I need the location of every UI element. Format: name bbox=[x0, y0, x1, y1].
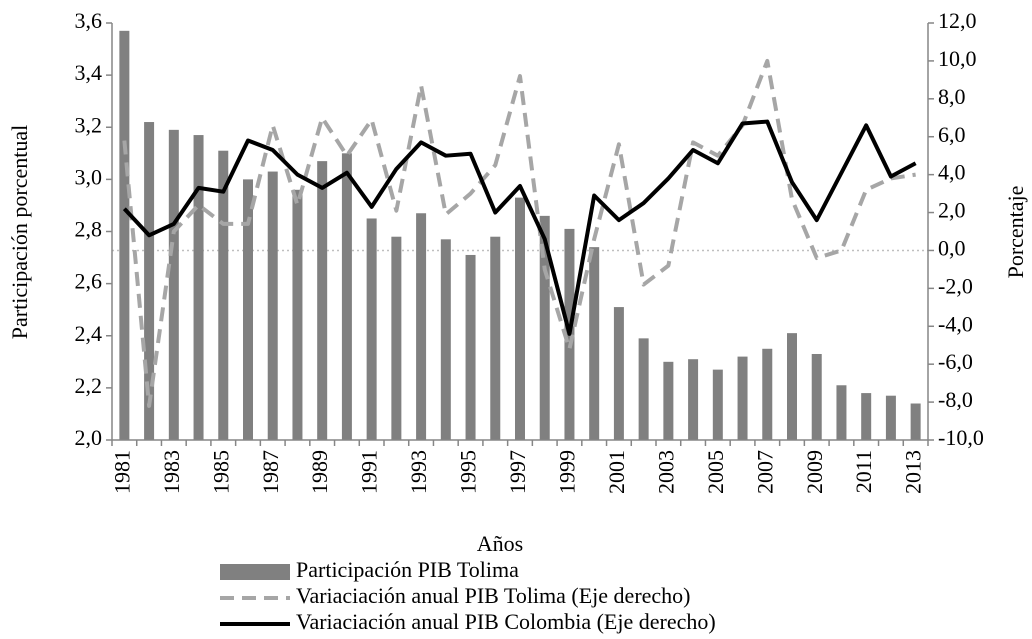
bar bbox=[787, 333, 797, 440]
bar bbox=[762, 348, 773, 440]
x-axis-label: Años bbox=[477, 531, 523, 556]
bar bbox=[391, 236, 402, 440]
y-tick-label: 2,4 bbox=[75, 321, 103, 346]
y2-tick-label: 10,0 bbox=[938, 46, 977, 71]
y2-tick-label: 12,0 bbox=[938, 8, 977, 33]
y2-tick-label: -2,0 bbox=[938, 273, 973, 298]
bar bbox=[366, 218, 377, 440]
x-tick-label: 2001 bbox=[604, 450, 629, 494]
y2-tick-label: -4,0 bbox=[938, 311, 973, 336]
bar bbox=[589, 247, 600, 440]
bar bbox=[416, 213, 427, 440]
y2-tick-label: -6,0 bbox=[938, 349, 973, 374]
legend-label: Variaciación anual PIB Tolima (Eje derec… bbox=[296, 583, 691, 608]
y-tick-label: 2,2 bbox=[75, 373, 103, 398]
x-tick-label: 1991 bbox=[357, 450, 382, 494]
bar bbox=[638, 338, 649, 440]
legend-swatch bbox=[220, 564, 290, 580]
y-tick-label: 3,6 bbox=[75, 8, 103, 33]
x-tick-label: 1983 bbox=[159, 450, 184, 494]
bar bbox=[811, 353, 822, 440]
bar bbox=[737, 356, 748, 440]
bar bbox=[836, 385, 847, 440]
bar bbox=[613, 307, 624, 440]
bar bbox=[218, 150, 229, 441]
bar bbox=[292, 189, 303, 440]
y2-tick-label: 4,0 bbox=[938, 160, 966, 185]
bar bbox=[440, 239, 451, 440]
line-series bbox=[122, 119, 917, 336]
x-tick-label: 2009 bbox=[802, 450, 827, 494]
legend-label: Variaciación anual PIB Colombia (Eje der… bbox=[296, 609, 716, 634]
x-tick-label: 1997 bbox=[505, 450, 530, 494]
y2-tick-label: 2,0 bbox=[938, 198, 966, 223]
bar bbox=[119, 30, 130, 440]
y-tick-label: 2,8 bbox=[75, 217, 103, 242]
y2-tick-label: 8,0 bbox=[938, 84, 966, 109]
x-tick-label: 1995 bbox=[456, 450, 481, 494]
bar bbox=[688, 359, 699, 440]
y2-tick-label: -8,0 bbox=[938, 387, 973, 412]
bar bbox=[317, 161, 328, 440]
y-tick-label: 2,0 bbox=[75, 425, 103, 450]
x-tick-label: 2005 bbox=[703, 450, 728, 494]
y-tick-label: 3,4 bbox=[75, 60, 103, 85]
bar bbox=[663, 361, 674, 440]
x-tick-label: 2013 bbox=[901, 450, 926, 494]
bar bbox=[539, 215, 550, 440]
bar bbox=[243, 179, 253, 440]
x-tick-label: 2003 bbox=[653, 450, 678, 494]
bar bbox=[910, 403, 921, 440]
x-tick-label: 1981 bbox=[109, 450, 134, 494]
bar bbox=[712, 369, 723, 440]
y-axis-label: Participación porcentual bbox=[7, 125, 32, 339]
x-tick-label: 1989 bbox=[307, 450, 332, 494]
line-series bbox=[122, 58, 916, 408]
bar bbox=[144, 122, 155, 440]
bar bbox=[885, 395, 896, 440]
bar bbox=[267, 171, 278, 440]
bar bbox=[465, 254, 476, 440]
x-tick-label: 1999 bbox=[555, 450, 580, 494]
y-tick-label: 3,0 bbox=[75, 164, 103, 189]
x-tick-label: 1987 bbox=[258, 450, 283, 494]
y-tick-label: 2,6 bbox=[75, 269, 103, 294]
y-tick-label: 3,2 bbox=[75, 112, 103, 137]
y2-tick-label: -10,0 bbox=[938, 425, 984, 450]
y2-tick-label: 0,0 bbox=[938, 236, 966, 261]
bar bbox=[515, 197, 525, 440]
bar bbox=[490, 236, 501, 440]
y2-axis-label: Porcentaje bbox=[1003, 186, 1028, 279]
bar bbox=[341, 153, 352, 440]
bar bbox=[168, 129, 179, 440]
bar bbox=[193, 135, 204, 440]
y2-tick-label: 6,0 bbox=[938, 122, 966, 147]
x-tick-label: 1985 bbox=[208, 450, 233, 494]
legend-label: Participación PIB Tolima bbox=[296, 557, 519, 582]
x-tick-label: 1993 bbox=[406, 450, 431, 494]
x-tick-label: 2007 bbox=[752, 450, 777, 494]
bar bbox=[861, 393, 872, 440]
x-tick-label: 2011 bbox=[851, 450, 876, 493]
